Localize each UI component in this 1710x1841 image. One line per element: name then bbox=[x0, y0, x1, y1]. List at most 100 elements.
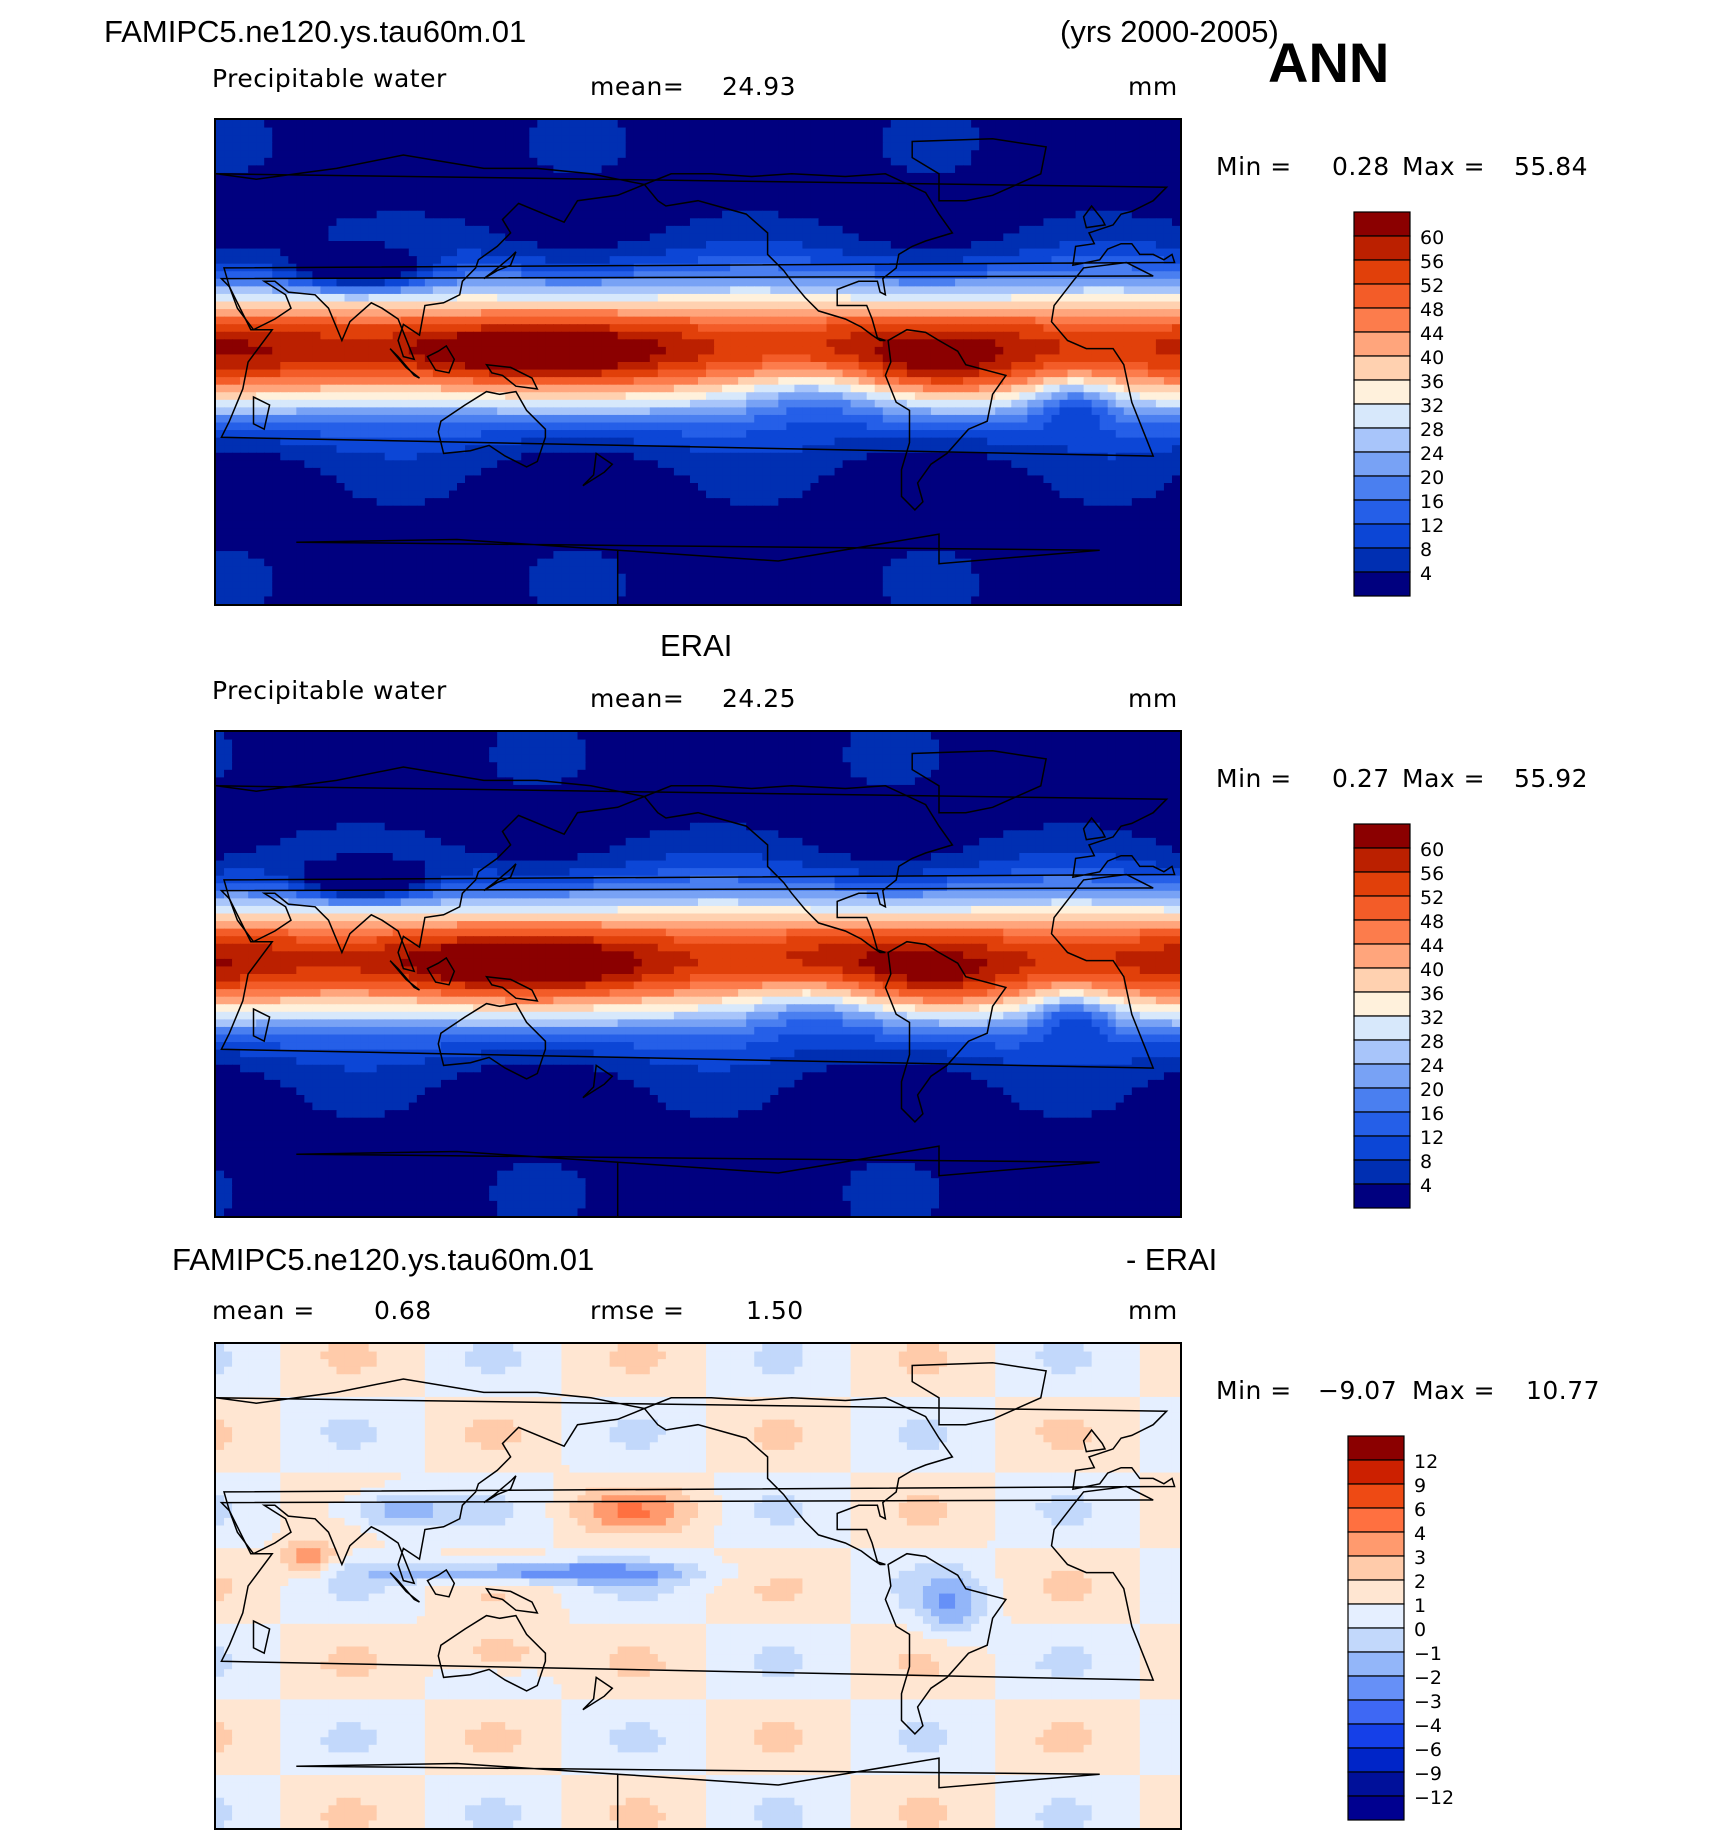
colorbar-tick-label: 56 bbox=[1420, 863, 1444, 885]
colorbar-box bbox=[1347, 1507, 1405, 1533]
field-cells bbox=[216, 120, 1180, 604]
colorbar-tick-label: −3 bbox=[1414, 1691, 1442, 1713]
panel2-max-label: Max = bbox=[1402, 764, 1485, 793]
colorbar-box bbox=[1347, 1483, 1405, 1509]
colorbar-box bbox=[1347, 1651, 1405, 1677]
colorbar-box bbox=[1353, 1135, 1411, 1161]
colorbar-box bbox=[1353, 991, 1411, 1017]
panel3-rmse-value: 1.50 bbox=[746, 1296, 804, 1325]
colorbar-box bbox=[1347, 1747, 1405, 1773]
colorbar-tick-label: 48 bbox=[1420, 911, 1444, 933]
colorbar-tick-label: 16 bbox=[1420, 491, 1444, 513]
colorbar-box bbox=[1353, 895, 1411, 921]
colorbar-tick-label: 24 bbox=[1420, 1055, 1444, 1077]
colorbar-box bbox=[1353, 1183, 1411, 1209]
panel2-variable: Precipitable water bbox=[212, 676, 447, 705]
colorbar-tick-label: −6 bbox=[1414, 1739, 1442, 1761]
case-title: FAMIPC5.ne120.ys.tau60m.01 bbox=[104, 14, 526, 50]
colorbar-box bbox=[1353, 823, 1411, 849]
panel1-map bbox=[214, 118, 1182, 606]
panel3-min-value: −9.07 bbox=[1318, 1376, 1397, 1405]
colorbar-box bbox=[1347, 1459, 1405, 1485]
panel1-variable: Precipitable water bbox=[212, 64, 447, 93]
colorbar-box bbox=[1353, 259, 1411, 285]
colorbar-box bbox=[1353, 1039, 1411, 1065]
colorbar-tick-label: 36 bbox=[1420, 983, 1444, 1005]
panel1-min-value: 0.28 bbox=[1332, 152, 1390, 181]
colorbar-tick-label: 40 bbox=[1420, 347, 1444, 369]
colorbar-box bbox=[1347, 1579, 1405, 1605]
colorbar-box bbox=[1347, 1627, 1405, 1653]
colorbar-tick-label: 8 bbox=[1420, 539, 1432, 561]
panel2-mean-value: 24.25 bbox=[722, 684, 796, 713]
colorbar-tick-label: 3 bbox=[1414, 1547, 1426, 1569]
panel1-mean-value: 24.93 bbox=[722, 72, 796, 101]
colorbar-box bbox=[1347, 1603, 1405, 1629]
colorbar-tick-label: 44 bbox=[1420, 935, 1444, 957]
panel3-colorbar: 12 9 6 4 3 2 1 0 −1 −2 −3 −4 −6 −9 −12 bbox=[1347, 1435, 1478, 1824]
colorbar-tick-label: 8 bbox=[1420, 1151, 1432, 1173]
colorbar-tick-label: 12 bbox=[1414, 1451, 1438, 1473]
colorbar-tick-label: 6 bbox=[1414, 1499, 1426, 1521]
colorbar-tick-label: 24 bbox=[1420, 443, 1444, 465]
colorbar-tick-label: 28 bbox=[1420, 419, 1444, 441]
panel2-map bbox=[214, 730, 1182, 1218]
colorbar-box bbox=[1347, 1555, 1405, 1581]
colorbar-box bbox=[1353, 1087, 1411, 1113]
panel3-title-left: FAMIPC5.ne120.ys.tau60m.01 bbox=[172, 1242, 594, 1278]
field-cells bbox=[216, 732, 1180, 1216]
colorbar-tick-label: 60 bbox=[1420, 839, 1444, 861]
colorbar-tick-label: 12 bbox=[1420, 1127, 1444, 1149]
panel3-units: mm bbox=[1128, 1296, 1178, 1325]
colorbar-box bbox=[1353, 943, 1411, 969]
colorbar-box bbox=[1353, 475, 1411, 501]
colorbar-tick-label: 56 bbox=[1420, 251, 1444, 273]
panel1-min-label: Min = bbox=[1216, 152, 1292, 181]
colorbar-box bbox=[1353, 451, 1411, 477]
panel2-units: mm bbox=[1128, 684, 1178, 713]
colorbar-box bbox=[1347, 1771, 1405, 1797]
colorbar-tick-label: 48 bbox=[1420, 299, 1444, 321]
colorbar-box bbox=[1353, 1111, 1411, 1137]
colorbar-tick-label: 20 bbox=[1420, 467, 1444, 489]
season-label: ANN bbox=[1268, 30, 1389, 95]
colorbar-box bbox=[1353, 499, 1411, 525]
colorbar-box bbox=[1353, 571, 1411, 597]
panel3-mean-label: mean = bbox=[212, 1296, 315, 1325]
field-cells bbox=[216, 1344, 1180, 1828]
years-label: (yrs 2000-2005) bbox=[1060, 14, 1279, 50]
colorbar-tick-label: 36 bbox=[1420, 371, 1444, 393]
colorbar-tick-label: 1 bbox=[1414, 1595, 1426, 1617]
colorbar-box bbox=[1353, 235, 1411, 261]
colorbar-box bbox=[1353, 1063, 1411, 1089]
colorbar-tick-label: 60 bbox=[1420, 227, 1444, 249]
colorbar-box bbox=[1347, 1795, 1405, 1821]
colorbar-box bbox=[1347, 1435, 1405, 1461]
coastlines bbox=[216, 138, 1176, 604]
panel2-title: ERAI bbox=[660, 628, 732, 664]
panel3-max-label: Max = bbox=[1412, 1376, 1495, 1405]
panel2-mean-label: mean= bbox=[590, 684, 684, 713]
panel1-mean-label: mean= bbox=[590, 72, 684, 101]
panel3-min-label: Min = bbox=[1216, 1376, 1292, 1405]
colorbar-box bbox=[1353, 919, 1411, 945]
colorbar-tick-label: −4 bbox=[1414, 1715, 1442, 1737]
coastlines bbox=[216, 1362, 1176, 1828]
colorbar-tick-label: 32 bbox=[1420, 395, 1444, 417]
colorbar-box bbox=[1353, 355, 1411, 381]
colorbar-box bbox=[1353, 1015, 1411, 1041]
panel3-map bbox=[214, 1342, 1182, 1830]
colorbar-box bbox=[1353, 403, 1411, 429]
colorbar-tick-label: 0 bbox=[1414, 1619, 1426, 1641]
panel3-max-value: 10.77 bbox=[1526, 1376, 1600, 1405]
colorbar-tick-label: 4 bbox=[1414, 1523, 1426, 1545]
colorbar-box bbox=[1353, 871, 1411, 897]
panel3-title-right: - ERAI bbox=[1126, 1242, 1217, 1278]
colorbar-tick-label: 4 bbox=[1420, 563, 1432, 585]
panel1-units: mm bbox=[1128, 72, 1178, 101]
colorbar-tick-label: 4 bbox=[1420, 1175, 1432, 1197]
colorbar-box bbox=[1353, 1159, 1411, 1185]
colorbar-tick-label: 40 bbox=[1420, 959, 1444, 981]
colorbar-box bbox=[1353, 547, 1411, 573]
panel1-max-label: Max = bbox=[1402, 152, 1485, 181]
